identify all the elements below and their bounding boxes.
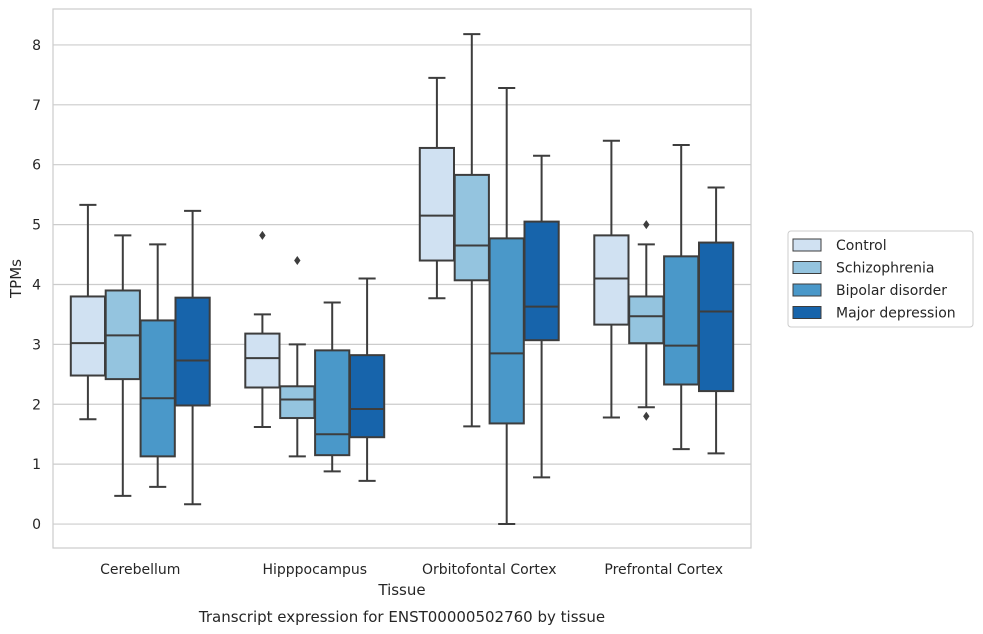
box	[593, 234, 630, 326]
legend-swatch	[792, 283, 822, 297]
box	[69, 295, 107, 377]
box-group	[663, 143, 700, 451]
box	[244, 332, 281, 389]
y-tick-label: 1	[32, 457, 41, 473]
legend-swatch	[792, 261, 822, 274]
box-group	[488, 87, 525, 526]
outlier-point	[643, 411, 650, 421]
y-axis-label: TPMs	[7, 259, 25, 299]
box	[418, 146, 456, 262]
legend-swatch	[792, 238, 822, 252]
box-group	[697, 186, 735, 455]
plot-frame	[52, 8, 752, 549]
x-axis-label: Tissue	[377, 581, 425, 599]
box	[628, 295, 665, 345]
x-tick-label: Hipppocampus	[262, 562, 367, 578]
box-group	[279, 256, 316, 458]
legend-label: Major depression	[836, 306, 956, 322]
legend-label: Control	[836, 238, 887, 254]
legend-frame	[787, 230, 974, 328]
box	[488, 237, 525, 425]
outlier-point	[643, 220, 650, 230]
box-group	[244, 230, 281, 429]
box-group	[628, 220, 665, 421]
y-tick-label: 5	[32, 218, 41, 234]
x-tick-labels: Cerebellum Hipppocampus Orbitofontal Corte…	[100, 562, 723, 578]
box-group	[174, 209, 211, 506]
y-tick-label: 4	[32, 277, 41, 293]
chart-caption: Transcript expression for ENST0000050276…	[198, 608, 605, 626]
box	[279, 385, 316, 420]
legend: Control Schizophrenia Bipolar disorder Majo…	[787, 230, 974, 328]
box	[139, 319, 176, 458]
y-tick-label: 3	[32, 337, 41, 353]
outlier-point	[294, 256, 301, 266]
box-group	[69, 203, 107, 421]
outlier-point	[259, 230, 266, 240]
legend-swatch	[792, 306, 822, 319]
box	[314, 349, 351, 457]
y-tick-label: 7	[32, 98, 41, 114]
box-group	[453, 33, 490, 428]
legend-label: Bipolar disorder	[836, 283, 947, 299]
box-group	[348, 277, 386, 482]
box	[453, 173, 490, 282]
x-tick-label: Orbitofontal Cortex	[422, 562, 557, 578]
box-group	[593, 139, 630, 419]
box	[348, 354, 386, 439]
box	[174, 296, 211, 407]
x-tick-label: Prefrontal Cortex	[604, 562, 723, 578]
box	[523, 220, 560, 342]
box-group	[104, 234, 141, 497]
box	[697, 241, 735, 393]
y-tick-label: 2	[32, 397, 41, 413]
y-tick-label: 6	[32, 158, 41, 174]
x-tick-label: Cerebellum	[100, 562, 180, 578]
legend-label: Schizophrenia	[836, 261, 934, 277]
y-tick-labels: 0 1 2 3 4 5 6 7 8	[32, 38, 41, 533]
box-group	[418, 76, 456, 300]
y-tick-label: 0	[32, 517, 41, 533]
box	[663, 255, 700, 386]
y-tick-label: 8	[32, 38, 41, 54]
box-group	[523, 154, 560, 479]
box-groups	[69, 33, 735, 526]
box-group	[314, 301, 351, 473]
box-group	[139, 243, 176, 488]
